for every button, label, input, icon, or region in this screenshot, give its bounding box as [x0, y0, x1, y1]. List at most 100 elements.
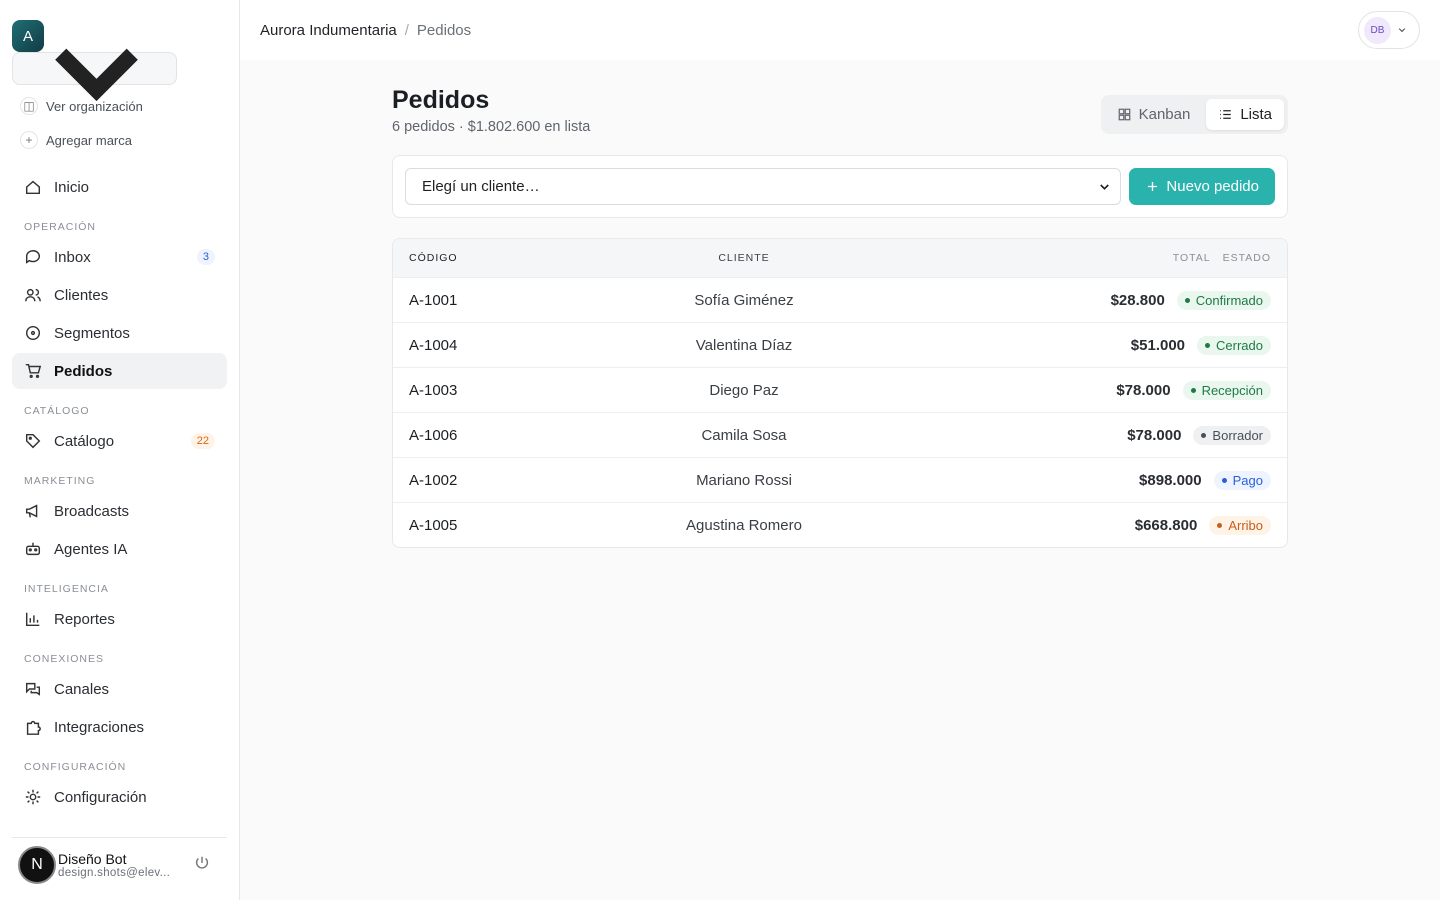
nav-icon: [25, 180, 41, 195]
nav-item[interactable]: Integraciones: [12, 709, 227, 745]
nav-heading: CONEXIONES: [24, 653, 105, 665]
nav-label: Reportes: [54, 610, 115, 628]
new-order-button[interactable]: Nuevo pedido: [1129, 168, 1275, 205]
table-row[interactable]: A-1002 Mariano Rossi $898.000 Pago: [393, 457, 1287, 502]
nav-heading: MARKETING: [24, 475, 96, 487]
nav-icon: [25, 288, 41, 302]
nav-icon: [25, 433, 41, 449]
breadcrumb-current: Pedidos: [416, 21, 472, 39]
order-amount: $28.800 Confirmado: [879, 290, 1271, 310]
column-group: TOTAL ESTADO: [879, 252, 1271, 264]
view-icon: [1118, 108, 1130, 121]
order-amount: $668.800 Arribo: [879, 515, 1271, 535]
nav-heading: INTELIGENCIA: [24, 583, 109, 595]
account-avatar: DB: [1364, 16, 1391, 44]
table-row[interactable]: A-1003 Diego Paz $78.000 Recepción: [393, 367, 1287, 412]
nav-item[interactable]: Inbox 3: [12, 239, 227, 275]
view-button[interactable]: Kanban: [1105, 99, 1203, 130]
order-total: $78.000: [1116, 381, 1171, 399]
nav-label: Clientes: [54, 286, 109, 304]
account-menu[interactable]: DB: [1358, 11, 1420, 49]
nav-badge: 3: [196, 249, 215, 265]
nav-icon: [25, 325, 41, 341]
order-code: A-1004: [409, 336, 458, 354]
status-badge: Pago: [1213, 470, 1271, 490]
column-header: TOTAL: [1172, 252, 1211, 264]
logout-button[interactable]: [193, 854, 215, 877]
breadcrumb-sep: /: [404, 21, 409, 39]
power-icon: [195, 856, 209, 869]
nav-item[interactable]: Agentes IA: [12, 531, 227, 567]
status-badge: Recepción: [1182, 380, 1271, 400]
chevron: [1100, 184, 1110, 190]
order-client: Camila Sosa: [701, 426, 787, 444]
order-amount: $78.000 Borrador: [879, 425, 1271, 445]
table-row[interactable]: A-1004 Valentina Díaz $51.000 Cerrado: [393, 322, 1287, 367]
nav-icon: [25, 504, 38, 518]
order-total: $51.000: [1130, 336, 1186, 354]
nav-item[interactable]: Configuración: [12, 779, 227, 815]
nav-label: Configuración: [54, 788, 147, 806]
status-badge: Cerrado: [1197, 335, 1271, 355]
user-avatar: N: [18, 846, 56, 884]
nav-icon: [25, 612, 40, 627]
order-client: Agustina Romero: [686, 516, 802, 534]
order-total: $28.800: [1110, 291, 1165, 309]
org-switcher: AAurora Indumentaria: [12, 20, 227, 102]
org-avatar: A: [12, 20, 44, 52]
order-total: $78.000: [1127, 426, 1182, 444]
nav-icon: [25, 682, 41, 696]
order-amount: $51.000 Cerrado: [879, 335, 1271, 355]
nav-item[interactable]: Pedidos: [12, 353, 227, 389]
order-total: $668.800: [1134, 516, 1198, 534]
nav-item[interactable]: Segmentos: [12, 315, 227, 351]
view-icon: [1220, 110, 1232, 119]
nav-item[interactable]: Canales: [12, 671, 227, 707]
sidebar-link[interactable]: ◫ Ver organización: [20, 89, 227, 123]
table-header: CÓDIGO CLIENTE TOTAL ESTADO: [393, 239, 1287, 277]
user-name: Diseño Bot: [58, 851, 127, 867]
page-subtitle: 6 pedidos · $1.802.600 en lista: [392, 119, 591, 135]
order-code: A-1002: [409, 471, 458, 489]
order-client: Diego Paz: [709, 381, 779, 399]
link-icon: ◫: [20, 97, 38, 115]
nav-item[interactable]: Inicio: [12, 169, 227, 205]
nav-icon: [25, 542, 41, 556]
org-select[interactable]: Aurora Indumentaria: [12, 48, 177, 102]
column-header: ESTADO: [1222, 252, 1271, 264]
nav-label: Integraciones: [54, 718, 145, 736]
user-card: N Diseño Bot design.shots@elev...: [12, 837, 227, 892]
view-button[interactable]: Lista: [1206, 99, 1284, 130]
status-badge: Arribo: [1209, 515, 1271, 535]
table-row[interactable]: A-1006 Camila Sosa $78.000 Borrador: [393, 412, 1287, 457]
table-row[interactable]: A-1005 Agustina Romero $668.800 Arribo: [393, 502, 1287, 547]
user-info: Diseño Bot design.shots@elev...: [58, 851, 191, 879]
content: Pedidos 6 pedidos · $1.802.600 en lista Ka…: [392, 86, 1288, 548]
client-select[interactable]: Elegí un cliente…: [405, 168, 1122, 205]
nav-item[interactable]: Catálogo 22: [12, 423, 227, 459]
button-label: Nuevo pedido: [1166, 178, 1259, 195]
nav-item[interactable]: Reportes: [12, 601, 227, 637]
nav-heading: CATÁLOGO: [24, 405, 90, 417]
link-icon: +: [20, 131, 38, 149]
nav-label: Agentes IA: [54, 540, 128, 558]
link-text: Agregar marca: [46, 132, 132, 148]
nav-badge: 22: [190, 433, 215, 449]
status-badge: Borrador: [1193, 425, 1271, 445]
breadcrumb-item[interactable]: Aurora Indumentaria: [260, 21, 397, 39]
table-row[interactable]: A-1001 Sofía Giménez $28.800 Confirmado: [393, 277, 1287, 322]
link-group: ◫ Ver organización + Agregar marca: [12, 89, 227, 157]
nav-item[interactable]: Clientes: [12, 277, 227, 313]
nav-label: Inbox: [54, 248, 91, 266]
order-client: Mariano Rossi: [696, 471, 792, 489]
nav-icon: [25, 363, 42, 379]
view-toggle: Kanban Lista: [1100, 95, 1288, 134]
order-code: A-1006: [409, 426, 458, 444]
sidebar-link[interactable]: + Agregar marca: [20, 123, 227, 157]
nav-item[interactable]: Broadcasts: [12, 493, 227, 529]
view-label: Lista: [1240, 106, 1272, 123]
sidebar: AAurora Indumentaria◫ Ver organización + Ag…: [0, 0, 240, 900]
nav-icon: [25, 789, 41, 805]
